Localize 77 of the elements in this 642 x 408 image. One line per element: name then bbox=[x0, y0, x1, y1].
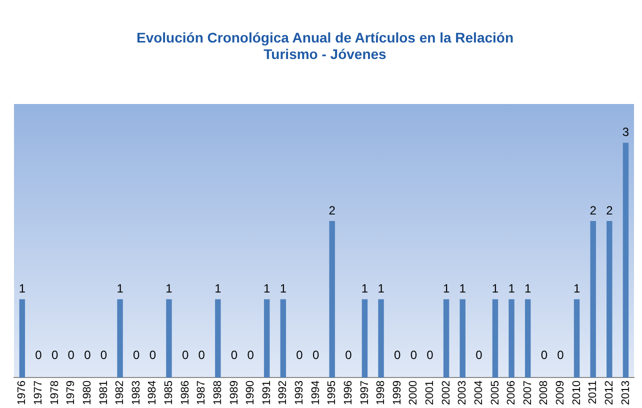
x-tick-label: 1977 bbox=[32, 380, 44, 406]
data-label: 2 bbox=[590, 203, 597, 218]
data-label: 1 bbox=[214, 282, 222, 296]
data-label: 0 bbox=[198, 348, 206, 362]
data-label: 0 bbox=[247, 348, 254, 362]
data-label: 3 bbox=[622, 125, 630, 140]
data-label: 1 bbox=[264, 282, 270, 296]
data-label: 0 bbox=[410, 348, 418, 362]
x-tick-label: 1986 bbox=[179, 380, 192, 406]
x-tick-label: 1989 bbox=[228, 380, 240, 406]
x-tick-label: 1992 bbox=[277, 380, 290, 406]
x-tick-label: 2010 bbox=[570, 380, 583, 406]
x-tick-label: 1996 bbox=[342, 380, 354, 406]
x-tick-label: 1987 bbox=[196, 380, 208, 406]
x-tick-label: 2001 bbox=[424, 380, 436, 406]
x-tick-label: 1976 bbox=[16, 380, 28, 406]
x-tick-label: 2006 bbox=[506, 380, 518, 406]
data-label: 1 bbox=[573, 282, 580, 296]
data-label: 1 bbox=[18, 282, 26, 296]
x-tick-label: 1998 bbox=[375, 380, 388, 406]
x-tick-label: 1991 bbox=[260, 380, 273, 406]
data-label: 0 bbox=[149, 348, 156, 362]
x-tick-label: 1990 bbox=[244, 380, 257, 406]
data-label: 1 bbox=[492, 282, 499, 296]
x-tick-label: 1980 bbox=[81, 380, 94, 406]
data-label: 0 bbox=[68, 348, 75, 362]
data-label: 2 bbox=[606, 203, 614, 218]
data-label: 0 bbox=[100, 348, 108, 362]
data-label: 1 bbox=[280, 282, 287, 296]
data-label: 0 bbox=[51, 348, 58, 362]
x-tick-label: 1999 bbox=[391, 380, 404, 406]
x-tick-label: 2002 bbox=[440, 380, 452, 406]
x-tick-label: 1981 bbox=[98, 380, 110, 406]
x-tick-label: 1988 bbox=[212, 380, 224, 406]
data-label: 0 bbox=[230, 348, 238, 362]
x-tick-label: 2013 bbox=[620, 380, 632, 406]
x-tick-label: 2008 bbox=[538, 380, 550, 406]
x-tick-label: 2011 bbox=[587, 380, 600, 404]
data-label: 0 bbox=[312, 348, 320, 362]
data-label: 0 bbox=[35, 348, 42, 362]
x-tick-label: 1984 bbox=[146, 380, 159, 406]
x-tick-label: 2004 bbox=[472, 380, 485, 406]
x-tick-label: 1982 bbox=[114, 380, 126, 406]
x-tick-label: 1985 bbox=[163, 380, 175, 406]
data-label: 0 bbox=[426, 348, 434, 362]
data-label: 0 bbox=[296, 348, 304, 362]
x-tick-label: 1995 bbox=[326, 380, 338, 406]
data-label: 0 bbox=[557, 348, 564, 362]
data-label: 0 bbox=[345, 348, 352, 362]
data-label: 0 bbox=[394, 348, 401, 362]
data-label: 2 bbox=[328, 203, 336, 218]
x-tick-label: 2007 bbox=[522, 380, 534, 406]
x-tick-label: 2000 bbox=[408, 380, 420, 406]
data-label: 1 bbox=[378, 282, 385, 296]
x-tick-label: 1997 bbox=[358, 380, 371, 406]
x-tick-label: 1983 bbox=[130, 380, 142, 406]
data-label: 0 bbox=[540, 348, 548, 362]
data-label: 0 bbox=[182, 348, 189, 362]
x-tick-label: 2003 bbox=[456, 380, 469, 406]
x-tick-label: 2005 bbox=[489, 380, 502, 406]
data-label: 1 bbox=[508, 282, 516, 296]
data-label: 0 bbox=[133, 348, 140, 362]
x-tick-label: 2009 bbox=[554, 380, 566, 406]
data-label: 1 bbox=[116, 282, 124, 296]
data-label: 1 bbox=[166, 282, 173, 296]
x-tick-label: 1979 bbox=[65, 380, 78, 406]
data-label: 0 bbox=[84, 348, 92, 362]
x-tick-label: 1994 bbox=[310, 380, 322, 406]
x-tick-label: 2012 bbox=[603, 380, 616, 406]
data-label: 0 bbox=[476, 348, 483, 362]
data-label: 1 bbox=[361, 282, 368, 296]
chart-title: Evolución Cronológica Anual de Artículos en la Relación Turismo - Jóvenes bbox=[136, 29, 514, 62]
data-label: 1 bbox=[524, 282, 532, 296]
data-label: 1 bbox=[442, 282, 450, 296]
x-tick-label: 1978 bbox=[48, 380, 61, 406]
data-label: 1 bbox=[459, 282, 466, 296]
x-tick-label: 1993 bbox=[294, 380, 306, 406]
